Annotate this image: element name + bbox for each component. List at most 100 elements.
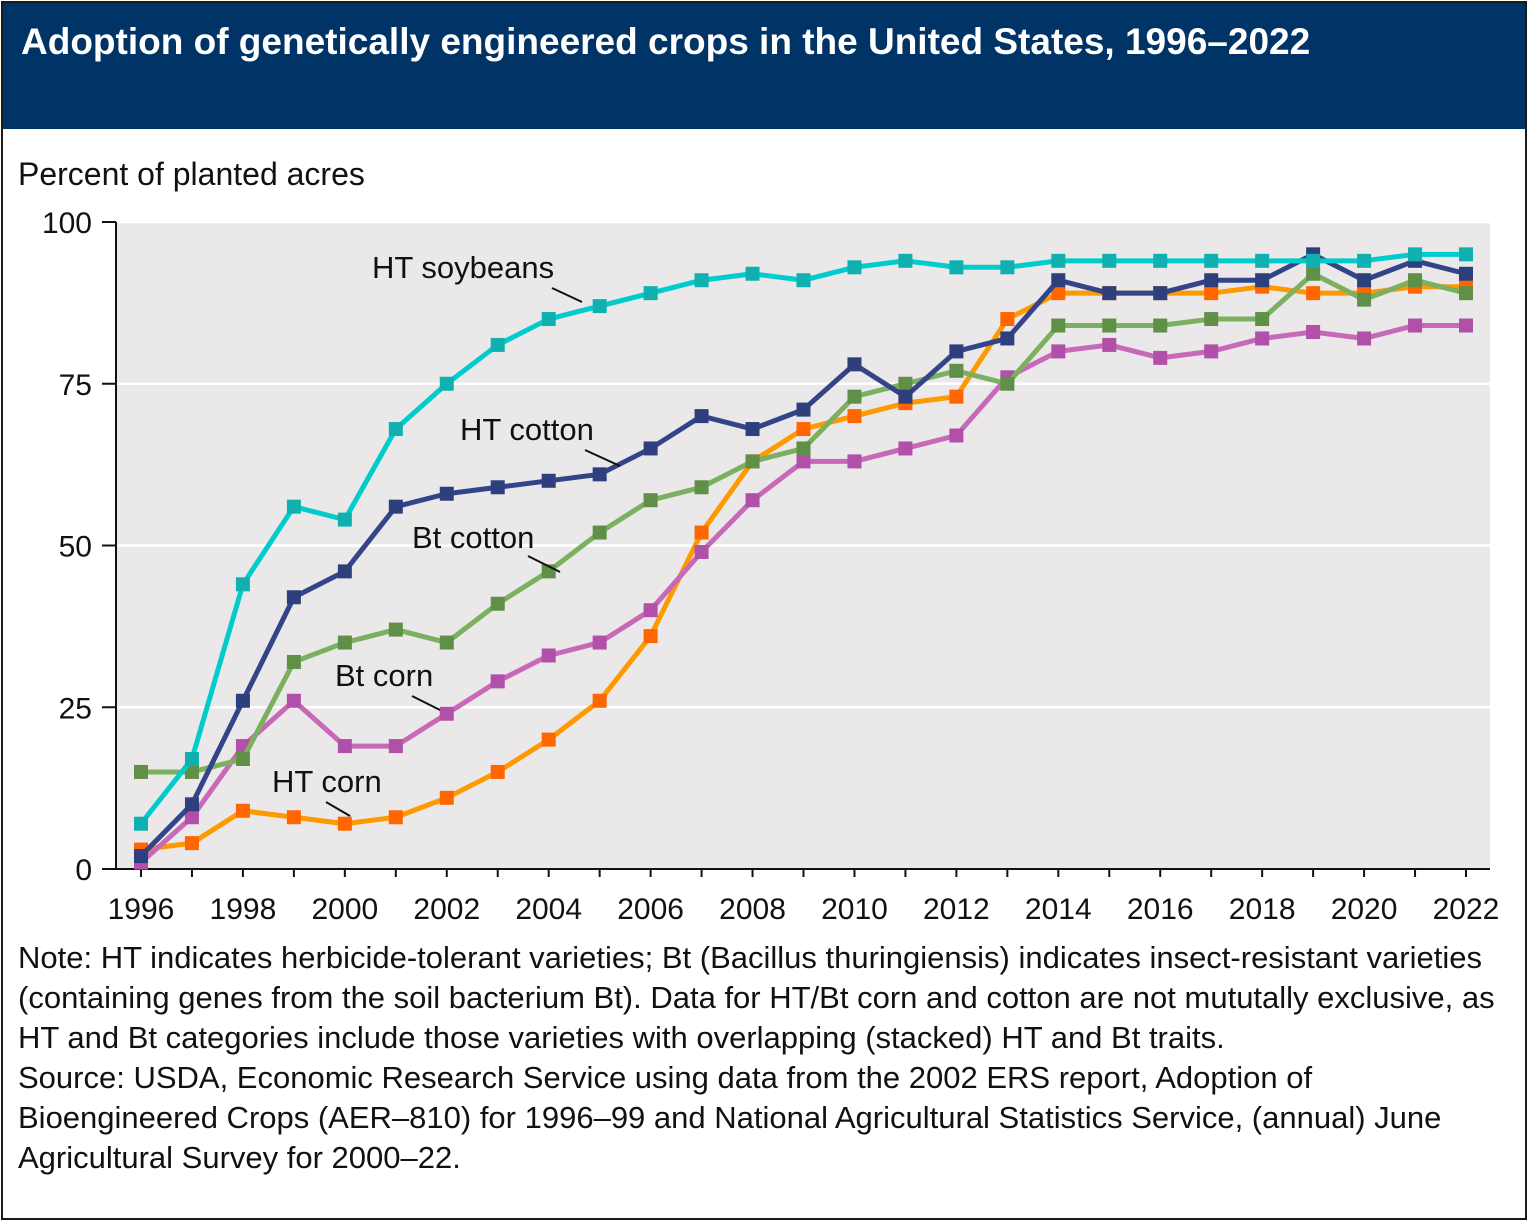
data-point-ht-soybeans [1306,253,1321,268]
y-tick-label: 75 [59,369,92,402]
data-point-ht-corn [592,693,607,708]
data-point-ht-corn [490,764,505,779]
data-point-ht-soybeans [286,499,301,514]
data-point-bt-corn [643,603,658,618]
data-point-ht-corn [643,629,658,644]
data-point-bt-cotton [592,525,607,540]
series-bt-cotton [134,266,1473,779]
data-point-bt-cotton [235,752,250,767]
x-tick-label: 2016 [1127,893,1194,926]
label-leader-line [551,287,583,303]
data-point-bt-corn [949,428,964,443]
data-point-bt-corn [796,454,811,469]
data-point-bt-corn [286,693,301,708]
data-point-bt-corn [592,635,607,650]
data-point-ht-soybeans [745,266,760,281]
data-point-bt-corn [184,810,199,825]
data-point-ht-corn [1204,286,1219,301]
data-point-bt-cotton [134,764,148,779]
data-point-ht-cotton [847,357,862,372]
data-point-bt-cotton [1255,312,1270,327]
data-point-ht-corn [388,810,403,825]
data-point-ht-corn [541,732,556,747]
data-point-ht-soybeans [439,376,454,391]
y-tick-label: 100 [42,207,92,240]
data-point-ht-soybeans [388,422,403,437]
data-point-ht-cotton [1459,266,1473,281]
data-point-bt-cotton [949,363,964,378]
label-leader-line [527,555,561,573]
series-label: HT corn [272,764,382,799]
data-point-ht-cotton [337,564,352,579]
data-point-ht-soybeans [1357,253,1372,268]
data-point-bt-corn [1051,344,1066,359]
x-tick-label: 2004 [515,893,582,926]
data-point-ht-soybeans [1051,253,1066,268]
y-tick-label: 0 [75,854,92,887]
data-point-bt-corn [898,441,913,456]
data-point-bt-corn [1153,350,1168,365]
data-point-ht-soybeans [949,260,964,275]
data-point-ht-corn [184,836,199,851]
data-point-bt-corn [337,739,352,754]
x-tick-label: 2010 [821,893,888,926]
data-point-bt-cotton [286,654,301,669]
x-tick-label: 2018 [1229,893,1296,926]
x-tick-label: 1998 [210,893,277,926]
data-point-bt-corn [1102,337,1117,352]
data-point-ht-soybeans [134,816,148,831]
data-point-ht-soybeans [592,299,607,314]
label-leader-line [411,695,441,711]
data-point-bt-corn [1408,318,1423,333]
data-point-bt-corn [490,674,505,689]
data-point-ht-cotton [898,389,913,404]
data-point-bt-corn [541,648,556,663]
data-point-bt-cotton [898,376,913,391]
header-bar: Adoption of genetically engineered crops… [3,3,1525,129]
data-point-bt-cotton [1102,318,1117,333]
y-axis-label: Percent of planted acres [18,156,365,192]
data-point-bt-cotton [643,493,658,508]
source-text: Source: USDA, Economic Research Service … [18,1060,1442,1175]
data-point-ht-soybeans [490,337,505,352]
data-point-bt-corn [694,544,709,559]
data-point-ht-soybeans [796,273,811,288]
chart-title: Adoption of genetically engineered crops… [21,21,1311,62]
data-point-bt-corn [1204,344,1219,359]
data-point-ht-cotton [388,499,403,514]
data-point-bt-cotton [184,764,199,779]
data-point-ht-soybeans [847,260,862,275]
data-point-ht-corn [1000,312,1015,327]
data-point-bt-cotton [1357,292,1372,307]
data-point-bt-cotton [1153,318,1168,333]
data-point-bt-cotton [847,389,862,404]
x-tick-label: 2008 [719,893,786,926]
data-point-bt-cotton [1051,318,1066,333]
data-point-ht-cotton [745,422,760,437]
data-point-ht-cotton [439,486,454,501]
data-point-ht-cotton [1357,273,1372,288]
series-ht-cotton [134,247,1473,864]
data-point-bt-corn [745,493,760,508]
data-point-ht-corn [337,816,352,831]
series-ht-soybeans [134,247,1473,831]
data-point-bt-cotton [1000,376,1015,391]
x-tick-label: 2000 [311,893,378,926]
y-tick-label: 25 [59,692,92,725]
series-label: Bt corn [335,658,433,693]
data-point-ht-cotton [1153,286,1168,301]
data-point-ht-cotton [235,693,250,708]
data-point-bt-corn [1255,331,1270,346]
data-point-ht-soybeans [184,752,199,767]
y-tick-label: 50 [59,531,92,564]
data-point-ht-corn [694,525,709,540]
data-point-bt-cotton [490,596,505,611]
series-bt-corn [134,318,1473,870]
data-point-bt-cotton [1459,286,1473,301]
data-point-ht-soybeans [1204,253,1219,268]
data-point-ht-cotton [796,402,811,417]
data-point-ht-soybeans [541,312,556,327]
x-tick-label: 1996 [108,893,175,926]
